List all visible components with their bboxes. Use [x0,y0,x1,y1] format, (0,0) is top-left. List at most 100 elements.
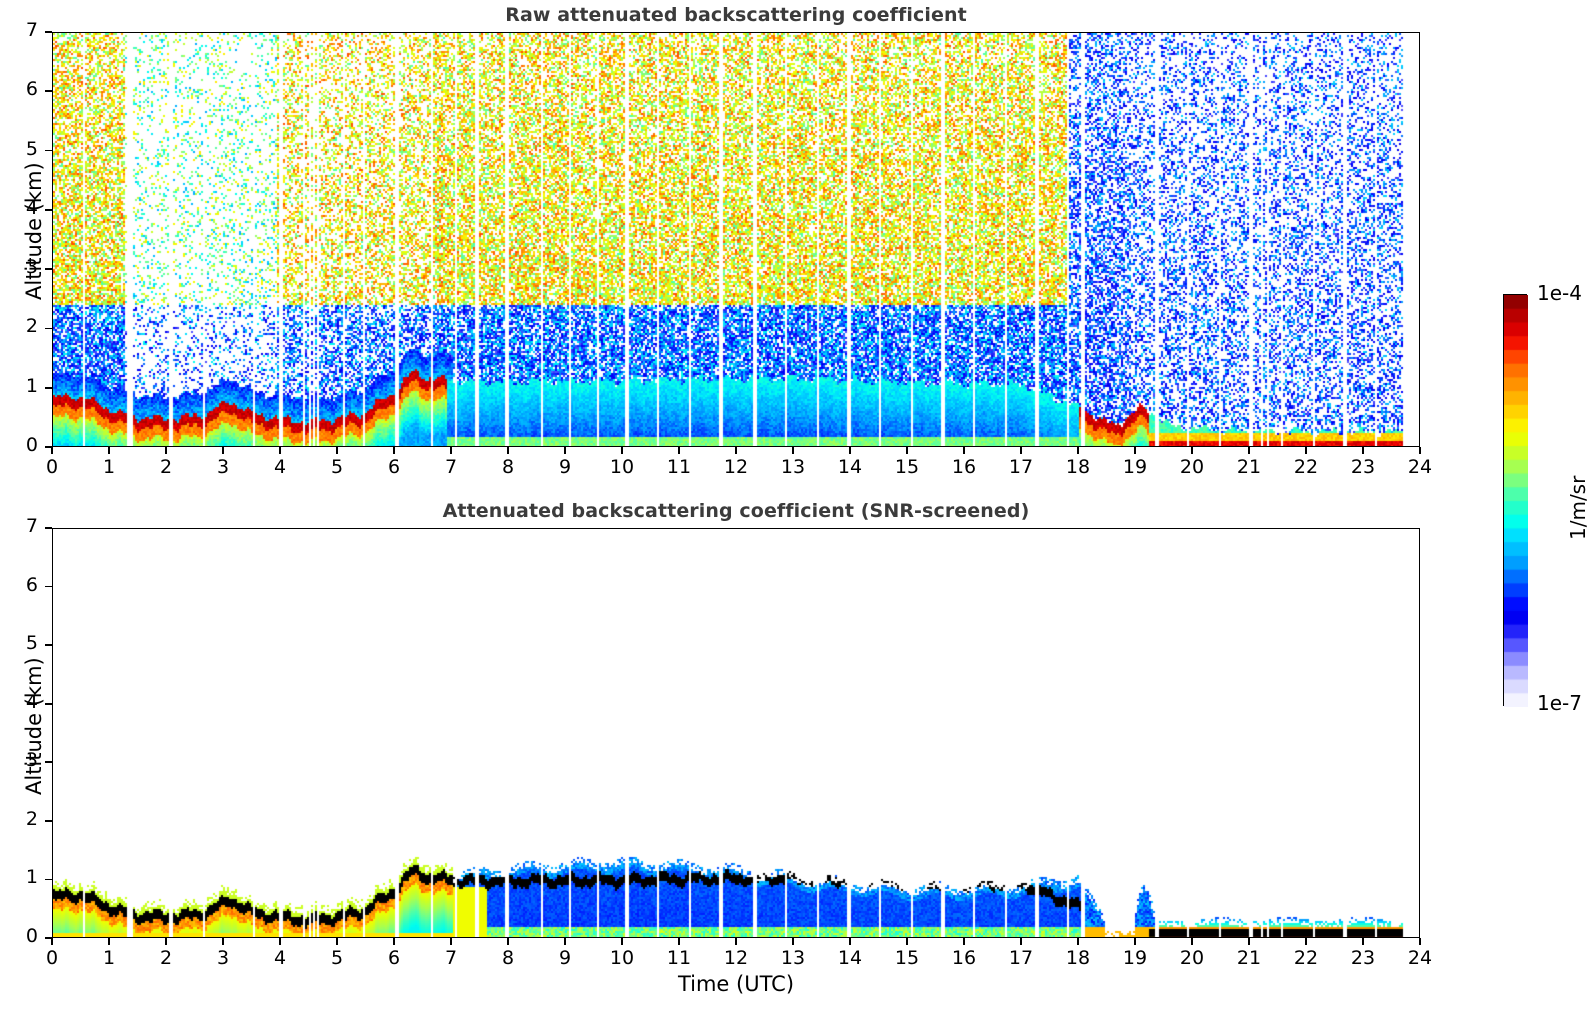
x-tick [507,447,509,454]
y-tick [45,149,52,152]
screened-heatmap-canvas [53,529,1419,937]
raw-heatmap-canvas [53,33,1419,446]
y-tick-label: 3 [25,749,38,772]
bottom-panel-ylabel: Altitude (km) [22,657,46,795]
x-tick-label: 12 [723,456,749,478]
x-tick [108,447,110,454]
y-tick [45,702,52,705]
x-tick-label: 3 [216,947,230,969]
y-tick-label: 7 [25,515,38,537]
colorbar-max-label: 1e-4 [1537,281,1582,305]
raw-backscatter-heatmap [52,32,1420,447]
y-tick-label: 0 [25,925,38,947]
colorbar-unit-label: 1/m/sr [1566,475,1590,540]
x-tick-label: 20 [1179,947,1205,969]
x-tick [621,447,623,454]
x-tick-label: 18 [1065,947,1091,969]
x-tick [1305,447,1307,454]
x-tick [1362,447,1364,454]
x-tick-label: 10 [609,947,635,969]
x-tick [507,938,509,945]
x-tick-label: 11 [666,456,692,478]
x-tick-label: 1 [102,456,116,478]
x-tick [336,938,338,945]
x-tick [678,447,680,454]
x-tick [1191,938,1193,945]
x-tick [450,938,452,945]
x-tick-label: 7 [444,456,458,478]
x-tick-label: 2 [159,947,173,969]
x-tick-label: 10 [609,456,635,478]
x-tick [1077,447,1079,454]
y-tick [45,527,52,529]
x-tick [792,447,794,454]
x-tick-label: 16 [951,947,977,969]
y-tick [45,644,52,646]
x-tick [1191,447,1193,454]
x-tick-label: 15 [894,456,920,478]
x-tick-label: 21 [1236,947,1262,969]
colorbar-gradient [1504,295,1528,707]
bottom-panel-title: Attenuated backscattering coefficient (S… [442,500,1030,522]
x-tick [279,938,281,945]
x-tick [222,938,224,945]
x-tick [336,447,338,454]
x-tick-label: 20 [1179,456,1205,478]
y-tick-label: 0 [25,434,38,456]
y-tick-label: 1 [25,374,38,397]
x-tick-label: 21 [1236,456,1262,478]
top-panel-title: Raw attenuated backscattering coefficien… [505,4,967,26]
y-tick [45,327,52,330]
top-panel-ylabel: Altitude (km) [22,162,46,300]
x-tick-label: 16 [951,456,977,478]
x-tick [1134,938,1136,945]
x-tick-label: 17 [1008,456,1034,478]
x-tick [792,938,794,945]
x-tick [735,938,737,945]
y-tick-label: 5 [25,137,38,160]
x-tick [564,447,566,454]
x-tick-label: 19 [1122,456,1148,478]
x-tick [1419,938,1421,945]
x-tick [51,938,53,945]
y-tick [45,937,52,939]
x-tick-label: 4 [273,456,287,478]
x-tick [393,447,395,454]
y-tick [45,446,52,448]
y-tick [45,209,52,211]
x-tick [963,938,965,945]
x-tick-label: 0 [45,947,59,969]
x-tick-label: 4 [273,947,287,969]
x-tick-label: 11 [666,947,692,969]
x-tick [1362,938,1364,945]
x-tick-label: 12 [723,947,749,969]
x-tick [108,938,110,945]
x-tick [849,938,851,945]
x-tick [450,447,452,454]
x-tick [906,447,908,454]
x-tick-label: 3 [216,456,230,478]
y-tick-label: 6 [25,573,38,596]
x-tick-label: 13 [780,456,806,478]
x-tick [393,938,395,945]
y-tick-label: 3 [25,256,38,279]
x-tick-label: 19 [1122,947,1148,969]
y-tick [45,820,52,822]
x-tick [1134,447,1136,454]
y-tick [45,31,52,33]
y-tick-label: 6 [25,78,38,101]
x-tick-label: 14 [837,947,863,969]
x-tick-label: 15 [894,947,920,969]
x-tick [564,938,566,945]
x-tick [678,938,680,945]
screened-backscatter-heatmap [52,528,1420,938]
x-tick [165,938,167,945]
x-tick-label: 18 [1065,456,1091,478]
y-tick-label: 4 [25,196,38,219]
x-tick-label: 5 [330,947,344,969]
x-tick-label: 22 [1293,456,1319,478]
x-tick-label: 6 [387,456,401,478]
x-tick [222,447,224,454]
y-tick [45,90,52,93]
x-tick-label: 13 [780,947,806,969]
